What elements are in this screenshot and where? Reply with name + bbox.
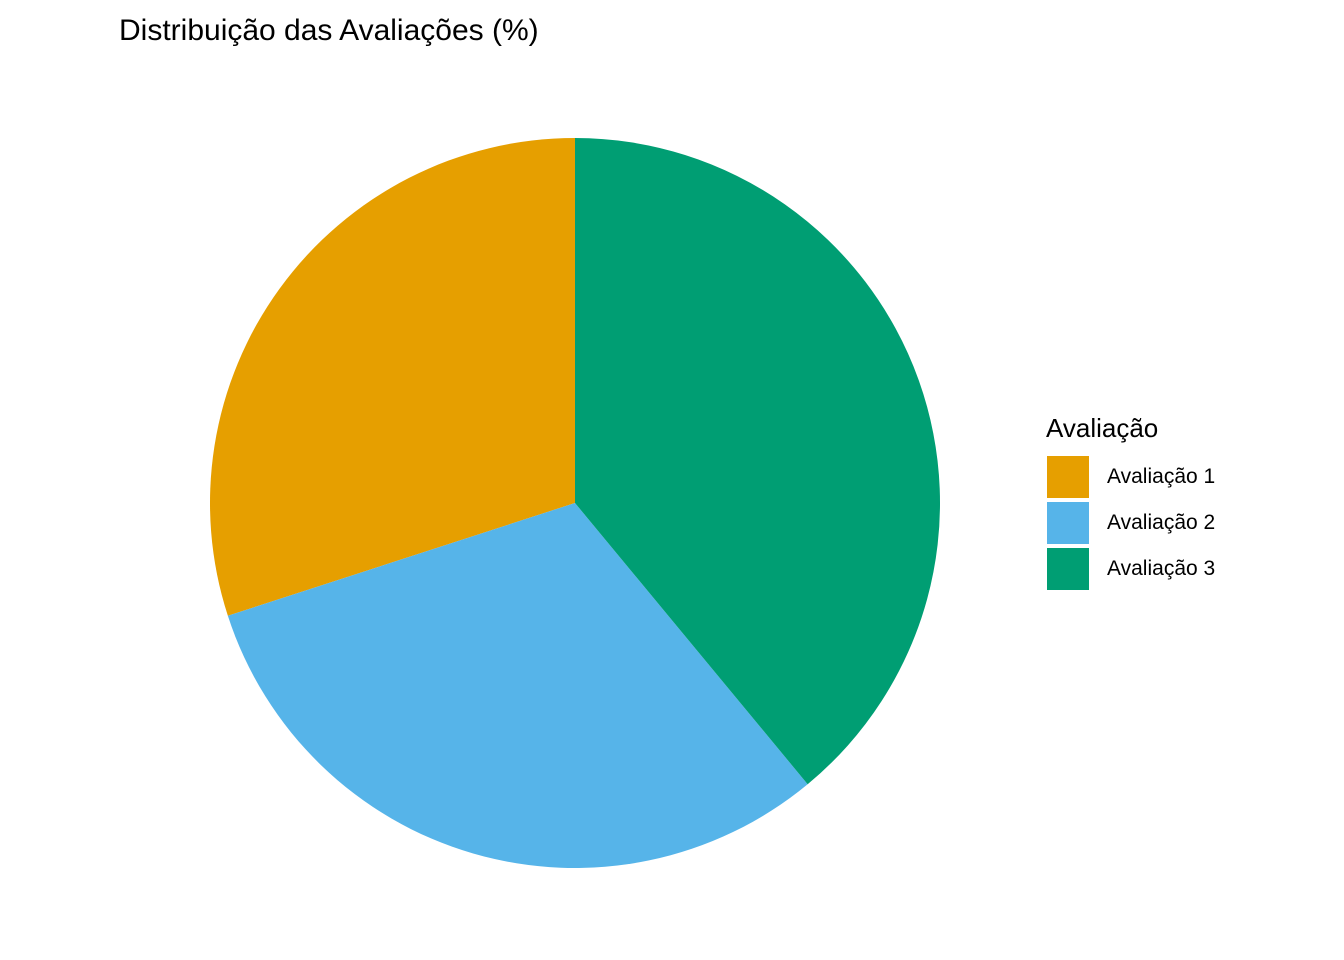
legend-item-1: Avaliação 1 (1046, 454, 1215, 500)
legend-label-3: Avaliação 3 (1107, 557, 1216, 580)
legend-label-1: Avaliação 1 (1107, 465, 1216, 488)
legend-item-3: Avaliação 3 (1046, 546, 1215, 592)
legend-title: Avaliação (1046, 413, 1159, 443)
legend-items: Avaliação 1 Avaliação 2 Avaliação 3 (1046, 454, 1215, 592)
pie-slice-2 (227, 503, 808, 869)
legend-item-2: Avaliação 2 (1046, 500, 1215, 546)
legend-label-2: Avaliação 2 (1107, 511, 1216, 534)
pie-slices (209, 138, 941, 869)
legend-swatch-2 (1047, 502, 1089, 544)
legend: Avaliação Avaliação 1 Avaliação 2 Avaliaçã… (1046, 410, 1215, 592)
chart-title: Distribuição das Avaliações (%) (119, 14, 539, 47)
pie-slice-3 (575, 138, 941, 785)
legend-swatch-3 (1047, 548, 1089, 590)
legend-swatch-1 (1047, 456, 1089, 498)
pie-slice-1 (209, 138, 575, 616)
